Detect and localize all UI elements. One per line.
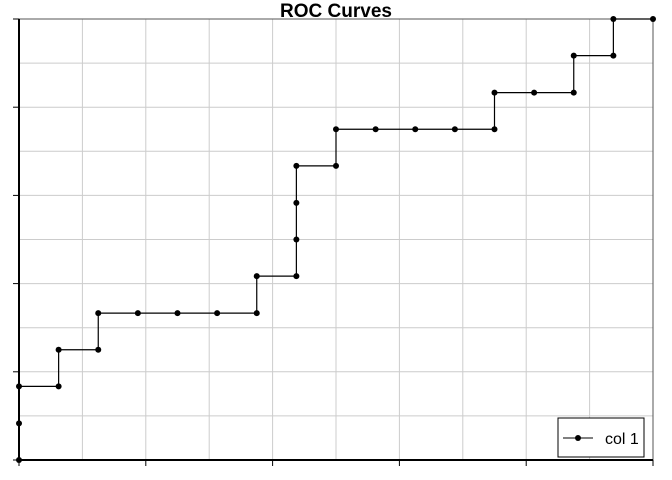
data-point: [95, 310, 102, 317]
data-point: [134, 310, 141, 317]
data-point: [570, 89, 577, 96]
data-point: [491, 126, 498, 133]
data-point: [412, 126, 419, 133]
data-point: [531, 89, 538, 96]
data-point: [253, 273, 260, 280]
legend-marker-sample: [575, 435, 581, 441]
data-point: [293, 236, 300, 243]
data-point: [293, 199, 300, 206]
data-point: [570, 52, 577, 59]
data-point: [16, 383, 22, 390]
data-point: [16, 420, 22, 427]
series-group: [16, 16, 656, 463]
data-point: [174, 310, 181, 317]
data-point: [293, 273, 300, 280]
data-point: [491, 89, 498, 96]
data-point: [16, 457, 22, 463]
chart-title: ROC Curves: [280, 1, 392, 22]
legend: col 1: [557, 417, 645, 458]
data-point: [372, 126, 379, 133]
data-point: [253, 310, 260, 317]
legend-label-col-1: col 1: [605, 431, 639, 448]
data-point: [55, 346, 62, 353]
data-point: [610, 52, 617, 59]
data-point: [293, 162, 300, 169]
data-point: [451, 126, 458, 133]
data-point: [610, 16, 617, 22]
data-point: [650, 16, 656, 22]
data-point: [214, 310, 221, 317]
data-point: [333, 126, 339, 133]
data-point: [95, 346, 102, 353]
data-point: [55, 383, 62, 390]
data-point: [333, 162, 339, 169]
